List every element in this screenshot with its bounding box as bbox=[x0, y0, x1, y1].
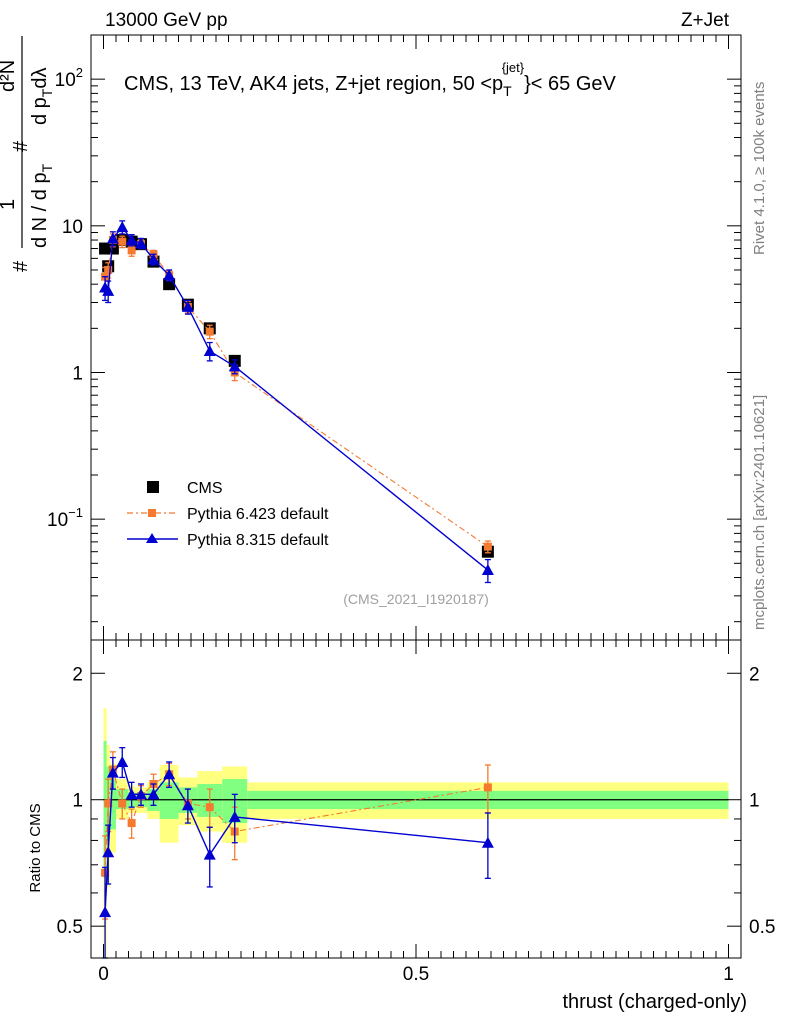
data-point-py8 bbox=[163, 269, 176, 281]
data-point-py8 bbox=[116, 221, 129, 233]
ratio-plot-frame bbox=[90, 639, 742, 959]
ratio-band-inner bbox=[159, 782, 179, 819]
main-title: CMS, 13 TeV, AK4 jets, Z+jet region, 50 … bbox=[124, 60, 617, 99]
legend-marker-py6 bbox=[148, 509, 156, 517]
ratio-y-label: Ratio to CMS bbox=[27, 803, 44, 892]
legend-label-py6: Pythia 6.423 default bbox=[187, 506, 329, 523]
ylabel-den-2-tail: dλ bbox=[29, 68, 51, 89]
legend: CMS Pythia 6.423 default Pythia 8.315 de… bbox=[127, 480, 329, 549]
ratio-point-py8 bbox=[102, 846, 115, 858]
ratio-plot-series bbox=[99, 747, 494, 959]
ratio-axis-ticks: 0.5 0.5 1 1 2 2 0 0.5 1 bbox=[57, 640, 775, 985]
main-y-tick-label: 1 bbox=[72, 363, 83, 384]
ratio-point-py8 bbox=[99, 906, 112, 918]
ylabel-hash-2: # bbox=[10, 140, 32, 152]
data-point-py8 bbox=[135, 237, 147, 249]
ratio-y-tick-label-right: 0.5 bbox=[749, 917, 775, 938]
title-sub: T bbox=[503, 83, 512, 99]
main-plot-frame bbox=[90, 34, 742, 641]
energy-label: 13000 GeV pp bbox=[105, 10, 228, 31]
main-y-tick-label: 102 bbox=[55, 65, 83, 91]
data-point-py8 bbox=[181, 300, 194, 312]
ratio-point-py6 bbox=[118, 799, 127, 808]
ratio-point-py8 bbox=[135, 788, 147, 800]
analysis-watermark: (CMS_2021_I1920187) bbox=[343, 591, 489, 607]
ratio-point-py8 bbox=[228, 810, 241, 822]
ratio-point-py8 bbox=[147, 788, 160, 800]
ratio-band-inner bbox=[109, 779, 116, 830]
ratio-point-py6 bbox=[205, 803, 214, 812]
title-prefix: CMS, 13 TeV, AK4 jets, Z+jet region, 50 … bbox=[124, 73, 503, 95]
legend-marker-cms bbox=[147, 481, 159, 493]
ratio-line-py6 bbox=[104, 769, 488, 873]
ratio-point-py6 bbox=[104, 799, 113, 808]
ylabel-den-2: d pTdλ bbox=[29, 68, 55, 126]
ratio-point-py8 bbox=[203, 848, 216, 860]
data-point-py6 bbox=[104, 265, 113, 274]
data-point-py6 bbox=[127, 246, 136, 255]
ratio-point-py8 bbox=[106, 766, 119, 778]
ylabel-den-2-text: d p bbox=[29, 97, 51, 125]
title-suffix: }< 65 GeV bbox=[524, 73, 616, 95]
ratio-point-py8 bbox=[125, 788, 138, 800]
x-tick-label: 1 bbox=[723, 964, 734, 985]
ratio-point-py8 bbox=[163, 768, 176, 780]
ratio-point-py6 bbox=[483, 783, 492, 792]
main-y-label: # 1 d N / d pT # d²N d pTdλ bbox=[0, 36, 55, 272]
ratio-uncertainty-bands bbox=[103, 708, 729, 958]
main-y-tick-base: 10 bbox=[55, 70, 76, 91]
ratio-point-py6 bbox=[127, 819, 136, 828]
ratio-y-tick-label-right: 1 bbox=[749, 791, 760, 812]
x-tick-label: 0 bbox=[98, 964, 109, 985]
data-point-py6 bbox=[205, 327, 214, 336]
main-y-tick-label: 10 bbox=[62, 217, 83, 238]
data-point-py8 bbox=[481, 564, 494, 576]
data-point-py6 bbox=[118, 237, 127, 246]
series-line-py6 bbox=[104, 239, 489, 548]
ratio-y-tick-label-right: 2 bbox=[749, 664, 760, 685]
ylabel-den-2-sub: T bbox=[39, 88, 55, 97]
legend-marker-py8 bbox=[146, 533, 158, 543]
legend-label-py8: Pythia 8.315 default bbox=[187, 532, 329, 549]
x-axis-label: thrust (charged-only) bbox=[562, 991, 747, 1013]
ratio-point-py8 bbox=[481, 836, 494, 848]
ylabel-den-1-text: d N / d p bbox=[29, 172, 51, 248]
title-sup: {jet} bbox=[502, 60, 525, 75]
data-point-py8 bbox=[102, 284, 115, 296]
ratio-line-py8 bbox=[104, 760, 488, 913]
main-plot-series bbox=[99, 220, 494, 584]
data-point-py6 bbox=[483, 542, 492, 551]
ylabel-den-1-sub: T bbox=[39, 163, 55, 172]
main-y-tick-label: 10−1 bbox=[47, 505, 83, 531]
ratio-band-inner bbox=[103, 740, 107, 879]
legend-label-cms: CMS bbox=[187, 480, 223, 497]
mcplots-label: mcplots.cern.ch [arXiv:2401.10621] bbox=[751, 395, 768, 630]
ylabel-num-1: 1 bbox=[0, 199, 19, 210]
data-point-py8 bbox=[125, 234, 138, 246]
main-y-tick-base: 10 bbox=[47, 510, 68, 531]
data-point-py8 bbox=[147, 253, 160, 265]
ratio-point-py8 bbox=[181, 799, 194, 811]
process-label: Z+Jet bbox=[681, 10, 730, 31]
data-point-py8 bbox=[203, 345, 216, 357]
ratio-y-tick-label-left: 0.5 bbox=[57, 917, 83, 938]
main-y-tick-exp: −1 bbox=[68, 505, 83, 520]
ratio-y-tick-label-left: 2 bbox=[72, 664, 83, 685]
data-point-py8 bbox=[228, 360, 241, 372]
ratio-y-tick-label-left: 1 bbox=[72, 791, 83, 812]
ylabel-num-2: d²N bbox=[0, 60, 19, 92]
rivet-version-label: Rivet 4.1.0, ≥ 100k events bbox=[751, 82, 768, 255]
ylabel-hash-1: # bbox=[10, 260, 32, 272]
main-y-tick-exp: 2 bbox=[76, 65, 83, 80]
ratio-point-py8 bbox=[116, 755, 129, 767]
data-point-py8 bbox=[106, 232, 119, 244]
x-tick-label: 0.5 bbox=[403, 964, 429, 985]
ylabel-den-1: d N / d pT bbox=[29, 163, 55, 248]
